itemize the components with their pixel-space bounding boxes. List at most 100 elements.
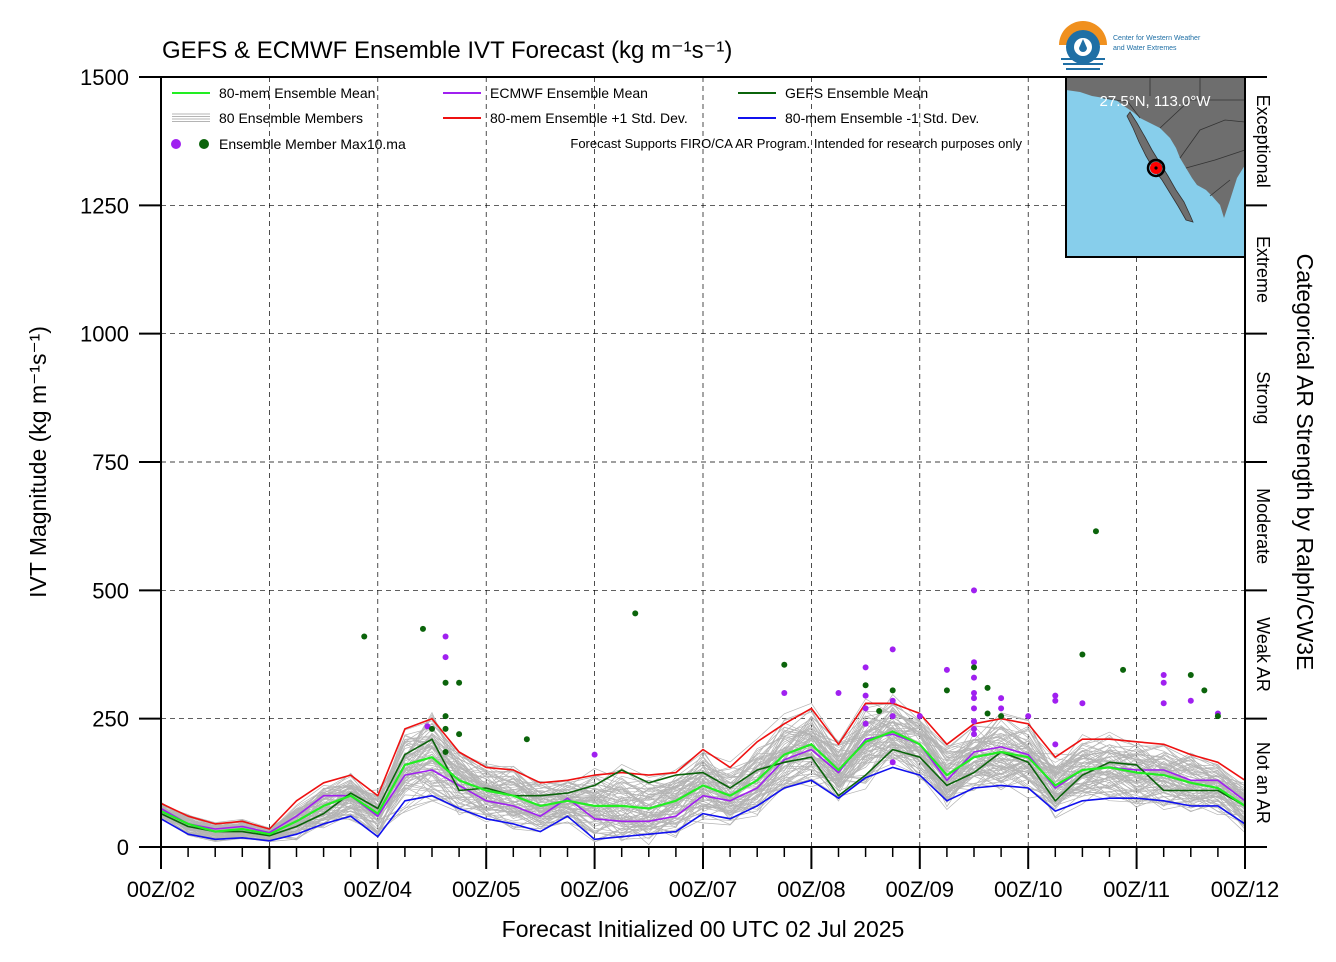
ensemble-max-dot (998, 695, 1005, 702)
ensemble-max-dot (1120, 666, 1127, 673)
ensemble-max-dot (998, 705, 1005, 712)
legend-entry-label: 80 Ensemble Members (219, 110, 363, 126)
inset-location-label: 27.5°N, 113.0°W (1100, 93, 1212, 110)
location-marker-icon (1146, 158, 1166, 178)
ensemble-max-dot (971, 674, 977, 681)
ensemble-member-line (160, 743, 1246, 839)
legend-entry-label: GEFS Ensemble Mean (785, 85, 928, 101)
ensemble-max-dot (1079, 651, 1086, 658)
ensemble-max-dot (862, 664, 869, 671)
ensemble-max-dot (984, 710, 991, 717)
ensemble-max-dot (943, 687, 950, 694)
ensemble-max-dot (889, 759, 896, 766)
ensemble-max-dot (1201, 687, 1208, 694)
ensemble-max-dot (889, 713, 896, 720)
x-tick-label: 00Z/11 (1103, 877, 1170, 902)
x-tick-label: 00Z/03 (235, 877, 304, 902)
ensemble-member-line (160, 738, 1246, 840)
ensemble-max-dot (971, 725, 977, 732)
ensemble-max-dot (862, 682, 869, 689)
axes: 0 250 500 750 1000 1250 1500 00Z/02 00Z/03 00Z/04… (80, 65, 1279, 902)
ensemble-max-dot (862, 705, 869, 712)
legend-dot-gefs (199, 139, 209, 149)
category-label: Exceptional (1253, 95, 1273, 188)
ensemble-max-dot (419, 625, 426, 632)
ensemble-max-dot (1025, 713, 1032, 720)
ensemble-max-dot (591, 751, 598, 758)
chart-title: GEFS & ECMWF Ensemble IVT Forecast (kg m… (162, 37, 732, 64)
ensemble-max-dot (998, 713, 1005, 720)
series-line-ecmwf-ensemble-mean (160, 733, 1246, 834)
ensemble-max-dot (943, 666, 950, 673)
ensemble-member-line (160, 726, 1246, 837)
series-line-80-mem-ensemble-mean (160, 730, 1246, 836)
x-tick-label: 00Z/10 (994, 877, 1063, 902)
ensemble-max-dot (984, 684, 991, 691)
category-label: Extreme (1253, 236, 1273, 303)
ensemble-member-line (160, 711, 1246, 834)
ensemble-max-dot (971, 695, 977, 702)
legend-entry-label: 80-mem Ensemble +1 Std. Dev. (490, 110, 688, 126)
x-tick-label: 00Z/08 (777, 877, 846, 902)
max-dots (361, 528, 1221, 766)
ensemble-max-dot (862, 692, 869, 699)
ensemble-member-line (160, 732, 1246, 835)
ensemble-max-dot (889, 646, 896, 653)
ensemble-max-dot (1052, 697, 1059, 704)
ensemble-max-dot (442, 633, 449, 640)
ensemble-max-dot (1187, 672, 1194, 679)
ensemble-max-dot (971, 664, 977, 671)
ensemble-max-dot (1160, 679, 1167, 686)
ensemble-max-dot (442, 749, 449, 756)
category-label: Moderate (1253, 488, 1273, 564)
ensemble-member-line (160, 756, 1246, 842)
ensemble-member-line (160, 720, 1246, 831)
ensemble-max-dot (889, 697, 896, 704)
legend-dots-label: Ensemble Member Max10.ma (219, 136, 406, 152)
y-tick-label: 250 (92, 707, 129, 732)
ensemble-max-dot (1092, 528, 1099, 535)
ensemble-max-dot (456, 731, 463, 738)
ensemble-member-line (160, 753, 1246, 842)
ensemble-max-dot (1079, 700, 1086, 707)
ensemble-max-dot (361, 633, 368, 640)
category-label: Weak AR (1253, 617, 1273, 692)
x-tick-label: 00Z/12 (1211, 877, 1280, 902)
ensemble-max-dot (971, 718, 977, 725)
category-label: Strong (1253, 371, 1273, 424)
series-line-80-mem-ensemble-1-std-dev- (160, 766, 1246, 842)
ensemble-max-dot (442, 713, 449, 720)
right-axis-label: Categorical AR Strength by Ralph/CW3E (1292, 254, 1318, 671)
category-label: Not an AR (1253, 742, 1273, 824)
ensemble-max-dot (1214, 713, 1221, 720)
ensemble-member-line (160, 737, 1246, 840)
logo-text-line1: Center for Western Weather (1113, 35, 1201, 42)
cw3e-logo: Center for Western Weather and Water Ext… (1059, 21, 1201, 71)
ensemble-max-dot (835, 690, 842, 696)
ensemble-max-dot (889, 687, 896, 694)
ensemble-max-dot (1187, 697, 1194, 704)
ensemble-member-line (160, 741, 1246, 840)
legend-entry-label: ECMWF Ensemble Mean (490, 85, 648, 101)
ensemble-max-dot (971, 731, 977, 738)
ensemble-member-line (160, 706, 1246, 835)
ensemble-max-dot (971, 587, 977, 594)
logo-text-line2: and Water Extremes (1113, 45, 1177, 52)
ensemble-member-line (160, 734, 1246, 840)
ensemble-member-line (160, 710, 1246, 832)
y-tick-label: 0 (117, 835, 129, 860)
ensemble-max-dot (971, 690, 977, 696)
ensemble-max-dot (442, 679, 449, 686)
x-tick-label: 00Z/07 (669, 877, 738, 902)
legend-dot-ecmwf (171, 139, 181, 149)
legend-note: Forecast Supports FIRO/CA AR Program. In… (570, 136, 1022, 151)
ensemble-max-dot (862, 720, 869, 727)
series-line-80-mem-ensemble-1-std-dev- (160, 702, 1246, 830)
legend-entry-label: 80-mem Ensemble -1 Std. Dev. (785, 110, 979, 126)
ensemble-max-dot (876, 707, 883, 714)
ensemble-max-dot (916, 713, 923, 720)
ensemble-max-dot (523, 736, 530, 743)
ensemble-max-dot (632, 610, 639, 617)
y-tick-label: 1500 (80, 65, 129, 90)
